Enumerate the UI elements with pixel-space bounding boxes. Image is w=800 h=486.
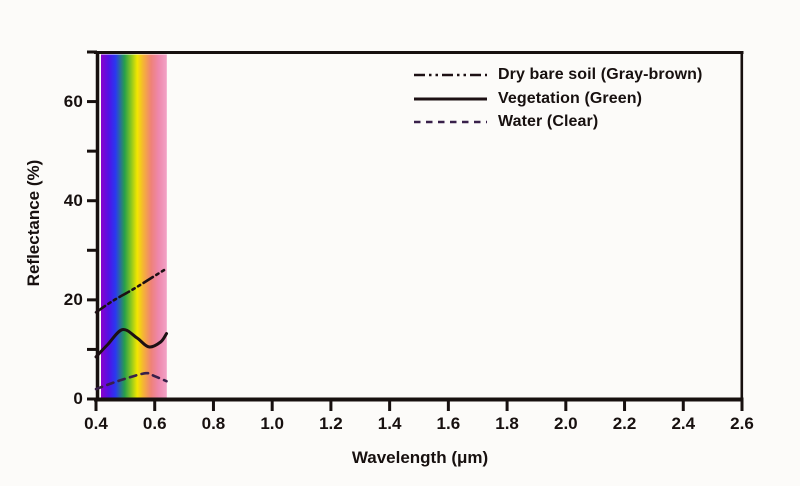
- x-tick-label: 2.4: [671, 414, 696, 433]
- series-curves: [94, 267, 168, 391]
- legend-line-swatch: [414, 73, 487, 77]
- legend-item: Water (Clear): [413, 110, 702, 134]
- x-tick-label: 1.8: [495, 414, 519, 433]
- x-tick-label: 2.0: [553, 414, 578, 433]
- series-line-water-clear: [94, 371, 168, 391]
- y-tick-label: 40: [63, 190, 83, 210]
- legend: Dry bare soil (Gray-brown) Vegetation (Gr…: [413, 63, 702, 134]
- x-tick-label: 1.2: [319, 414, 343, 433]
- x-axis-title: Wavelength (μm): [351, 448, 489, 467]
- x-tick-label: 0.6: [142, 414, 167, 433]
- legend-line-swatch: [414, 120, 487, 124]
- legend-item: Dry bare soil (Gray-brown): [413, 63, 702, 87]
- series-line-vegetation-green: [94, 328, 168, 359]
- y-tick-label: 0: [73, 389, 83, 408]
- x-tick-label: 0.4: [84, 414, 108, 433]
- x-tick-label: 2.6: [730, 414, 754, 433]
- x-tick-label: 2.2: [612, 414, 637, 433]
- x-tick-label: 1.6: [436, 414, 461, 433]
- series-line-dry-bare-soil-gray-brown: [94, 267, 168, 314]
- legend-label: Vegetation (Green): [498, 89, 643, 107]
- legend-label: Dry bare soil (Gray-brown): [498, 65, 703, 83]
- x-tick-label: 1.4: [377, 414, 402, 433]
- x-tick-label: 1.0: [260, 414, 284, 433]
- legend-line-swatch: [414, 97, 487, 101]
- y-axis-title: Reflectance (%): [24, 159, 43, 287]
- legend-item: Vegetation (Green): [413, 87, 702, 111]
- axis-ticks: [87, 50, 744, 411]
- y-tick-label: 20: [63, 289, 83, 309]
- plot-frame: [94, 51, 744, 402]
- legend-label: Water (Clear): [498, 113, 599, 131]
- x-tick-label: 0.8: [201, 414, 226, 433]
- y-tick-label: 60: [63, 91, 83, 111]
